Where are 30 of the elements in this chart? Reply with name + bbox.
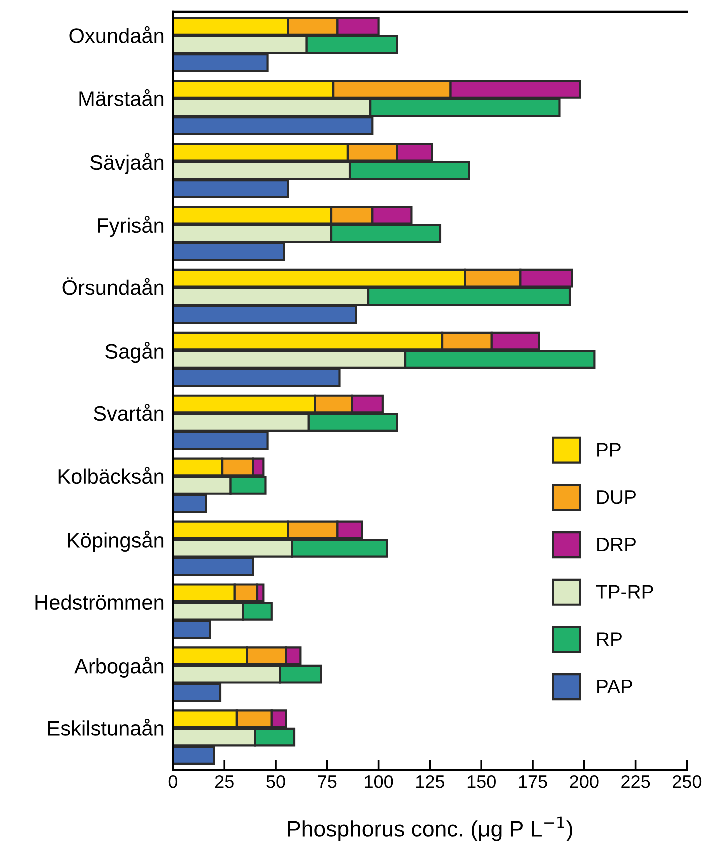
legend-label: PAP: [598, 680, 632, 694]
y-tick-label: Svartån: [94, 404, 164, 422]
x-tick-label: 250: [673, 775, 702, 788]
y-tick-label: Arbogaån: [74, 656, 164, 678]
legend-label: PP: [598, 443, 621, 457]
x-tick-label: 100: [365, 775, 394, 788]
legend-label: TP-RP: [596, 585, 654, 599]
legend-label: DUP: [598, 490, 636, 504]
y-tick-label: Oxundaån: [70, 26, 164, 44]
x-tick-label: 200: [570, 775, 599, 788]
y-tick-label: Fyrisån: [98, 216, 164, 238]
y-tick-label: Örsundaån: [62, 278, 164, 296]
y-tick-label: Kolbäcksån: [58, 467, 164, 484]
y-tick-label: Eskilstunaån: [48, 718, 164, 736]
x-tick-label: 175: [519, 776, 548, 788]
x-axis-title: Phosphorus conc. (μg P L$^{−1}$): [288, 816, 572, 842]
y-tick-label: Märstaån: [80, 89, 164, 106]
legend-label: RP: [598, 632, 622, 646]
x-tick-label: 225: [622, 775, 650, 788]
x-tick-label: 150: [468, 775, 496, 788]
y-tick-label: Sävjaån: [90, 153, 164, 174]
x-tick-label: 0: [168, 775, 178, 788]
y-tick-label: Hedströmmen: [36, 594, 164, 610]
x-tick-label: 25: [215, 775, 234, 788]
x-tick-label: 125: [416, 775, 445, 788]
y-tick-label: Sagån: [106, 342, 164, 364]
y-tick-label: Köpingsån: [68, 530, 164, 552]
legend-label: DRP: [598, 538, 636, 552]
x-tick-label: 75: [318, 776, 337, 788]
x-tick-label: 50: [266, 775, 286, 788]
